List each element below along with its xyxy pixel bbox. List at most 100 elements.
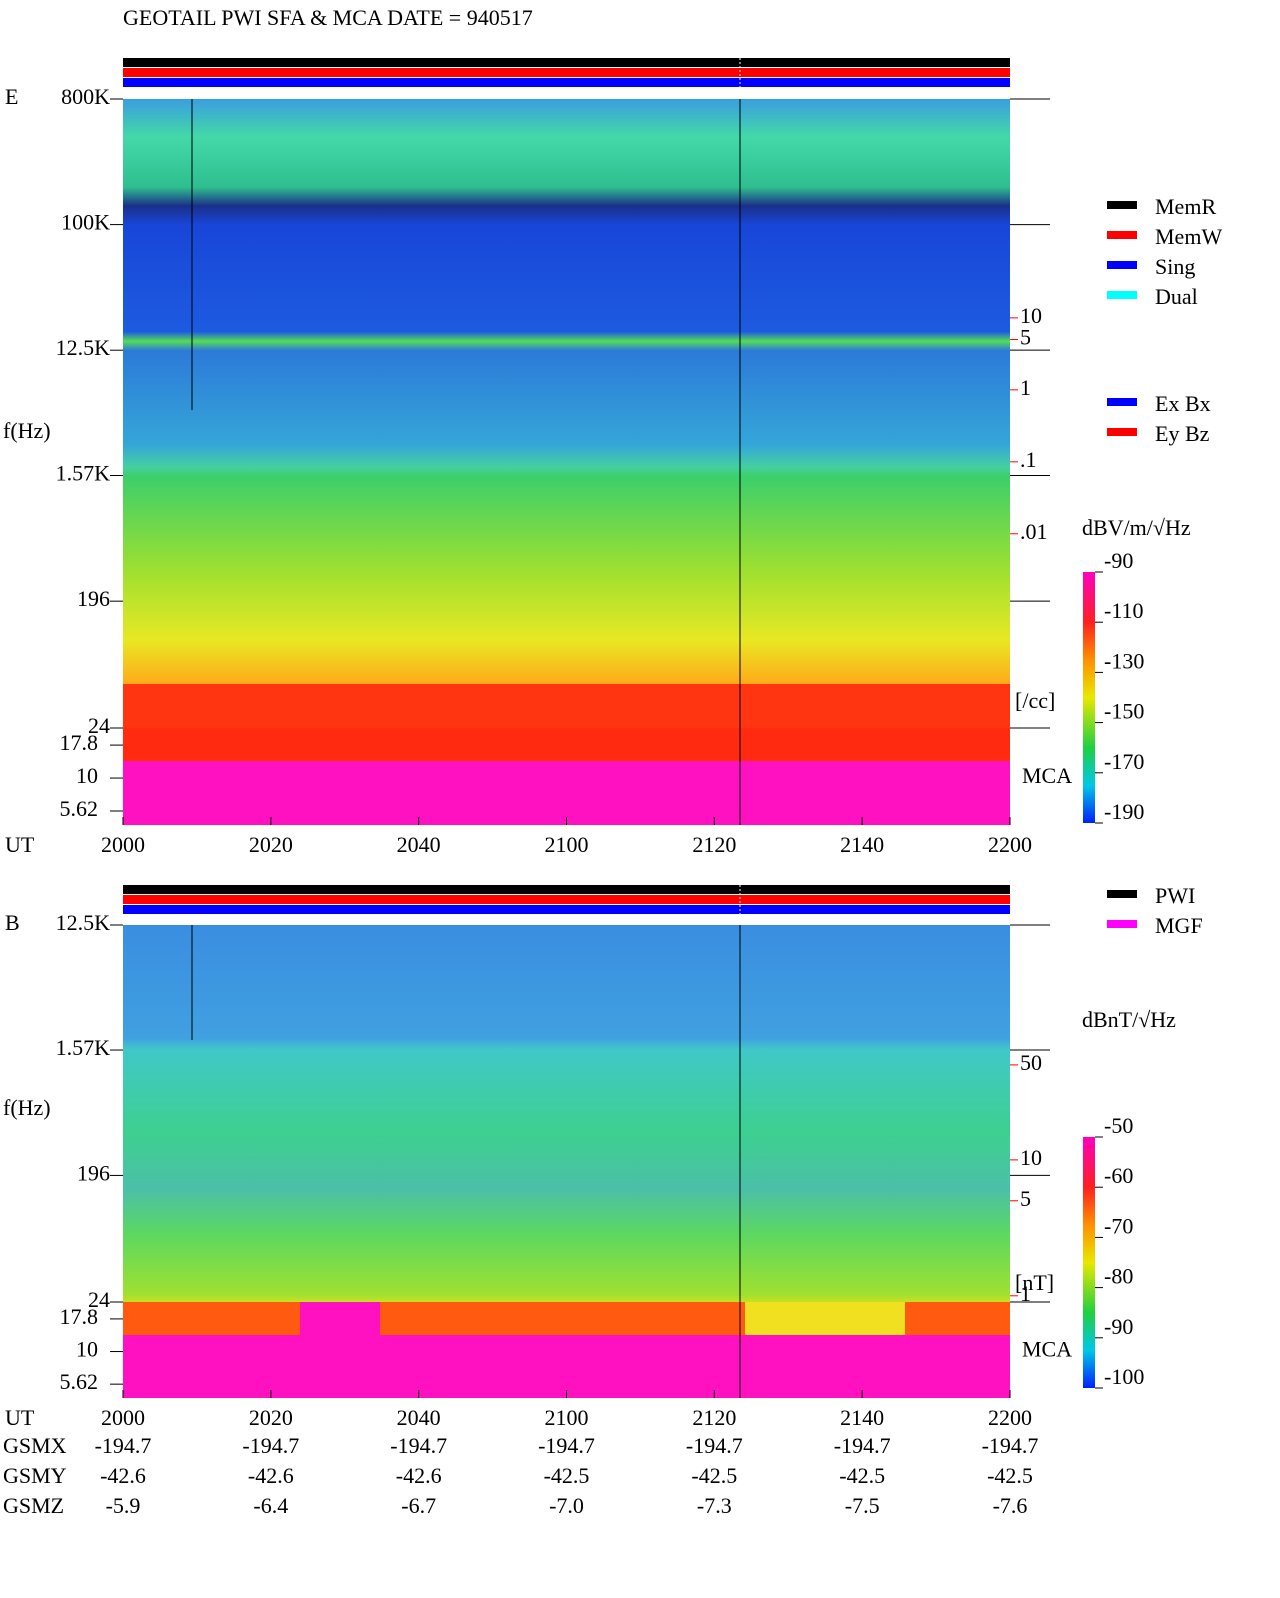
x-tick-label: 2100 — [545, 832, 589, 857]
x-tick-label: 2200 — [988, 832, 1032, 857]
status-bar — [123, 78, 1010, 87]
x-tick-label: 2020 — [249, 832, 293, 857]
spectrogram-b — [123, 925, 1010, 1302]
orbit-value: -42.5 — [839, 1463, 885, 1488]
orbit-row-label: GSMY — [3, 1463, 67, 1488]
legend-swatch — [1107, 428, 1137, 436]
orbit-value: -42.5 — [544, 1463, 590, 1488]
orbit-value: -194.7 — [834, 1433, 891, 1458]
y-tick-label: 196 — [77, 1160, 110, 1185]
mca-tick-label: 17.8 — [60, 1304, 99, 1329]
colorbar-tick-label: -170 — [1104, 749, 1144, 774]
mca-b-low — [123, 1335, 1010, 1398]
orbit-value: -42.6 — [248, 1463, 294, 1488]
orbit-value: -194.7 — [242, 1433, 299, 1458]
orbit-value: -5.9 — [106, 1493, 141, 1518]
y2-tick-label: 1 — [1020, 1281, 1031, 1306]
y2-tick-label: .1 — [1020, 447, 1037, 472]
legend-label: Ex Bx — [1155, 391, 1211, 416]
legend-swatch — [1107, 291, 1137, 299]
x-tick-label: 2020 — [249, 1405, 293, 1430]
x-tick-label: 2000 — [101, 1405, 145, 1430]
y2-tick-label: 10 — [1020, 303, 1042, 328]
x-tick-label: 2200 — [988, 1405, 1032, 1430]
orbit-value: -7.5 — [845, 1493, 880, 1518]
x-tick-label: 2040 — [397, 1405, 441, 1430]
colorbar-tick-label: -150 — [1104, 699, 1144, 724]
legend-swatch — [1107, 920, 1137, 928]
orbit-value: -42.6 — [100, 1463, 146, 1488]
spectrogram-e — [123, 99, 1010, 728]
colorbar-label: dBnT/√Hz — [1082, 1007, 1176, 1032]
legend-label: PWI — [1155, 883, 1195, 908]
colorbar-tick-label: -90 — [1104, 1314, 1133, 1339]
orbit-value: -194.7 — [95, 1433, 152, 1458]
colorbar — [1083, 572, 1095, 823]
x-tick-label: 2040 — [397, 832, 441, 857]
orbit-row-label: GSMZ — [3, 1493, 64, 1518]
y2-axis-label: [nT] — [1015, 1270, 1054, 1295]
legend-swatch — [1107, 261, 1137, 269]
status-bar — [123, 895, 1010, 904]
colorbar-tick-label: -90 — [1104, 548, 1133, 573]
x-tick-label: 2000 — [101, 832, 145, 857]
colorbar-tick-label: -100 — [1104, 1364, 1144, 1389]
orbit-value: -194.7 — [538, 1433, 595, 1458]
x-tick-label: 2140 — [840, 832, 884, 857]
colorbar-tick-label: -130 — [1104, 648, 1144, 673]
x-tick-label: 2100 — [545, 1405, 589, 1430]
mca-label: MCA — [1022, 1337, 1072, 1362]
y2-axis-label: [/cc] — [1015, 688, 1055, 713]
mca-e-low — [123, 761, 1010, 825]
colorbar-tick-label: -60 — [1104, 1163, 1133, 1188]
orbit-value: -42.5 — [987, 1463, 1033, 1488]
y2-tick-label: 1 — [1020, 375, 1031, 400]
legend-label: MGF — [1155, 913, 1203, 938]
legend-label: Ey Bz — [1155, 421, 1210, 446]
y-tick-label: 12.5K — [56, 910, 111, 935]
y2-tick-label: 5 — [1020, 1186, 1031, 1211]
y2-tick-label: 10 — [1020, 1145, 1042, 1170]
orbit-value: -7.6 — [993, 1493, 1028, 1518]
x-tick-label: 2120 — [692, 1405, 736, 1430]
y-tick-label: 24 — [88, 713, 110, 738]
y-axis-label: f(Hz) — [3, 1095, 51, 1120]
legend-label: Sing — [1155, 254, 1195, 279]
mca-e-high — [123, 728, 1010, 761]
orbit-row-label: GSMX — [3, 1433, 67, 1458]
mca-b-patch — [745, 1302, 905, 1335]
y-axis-label: f(Hz) — [3, 418, 51, 443]
y2-tick-label: 50 — [1020, 1050, 1042, 1075]
colorbar-tick-label: -190 — [1104, 799, 1144, 824]
legend-swatch — [1107, 890, 1137, 898]
orbit-value: -42.5 — [691, 1463, 737, 1488]
orbit-value: -7.3 — [697, 1493, 732, 1518]
colorbar — [1083, 1137, 1095, 1388]
y-tick-label: 100K — [61, 210, 110, 235]
legend-label: Dual — [1155, 284, 1198, 309]
orbit-value: -194.7 — [982, 1433, 1039, 1458]
y-tick-label: 24 — [88, 1287, 110, 1312]
mca-tick-label: 10 — [76, 763, 98, 788]
y-tick-label: 12.5K — [56, 335, 111, 360]
x-axis-label: UT — [5, 1405, 35, 1430]
legend-swatch — [1107, 398, 1137, 406]
colorbar-tick-label: -50 — [1104, 1113, 1133, 1138]
colorbar-tick-label: -110 — [1104, 598, 1144, 623]
y-tick-label: 1.57K — [56, 461, 111, 486]
status-bar — [123, 68, 1010, 77]
panel-label: E — [5, 84, 18, 109]
orbit-value: -194.7 — [390, 1433, 447, 1458]
mca-tick-label: 5.62 — [60, 1369, 99, 1394]
colorbar-tick-label: -80 — [1104, 1264, 1133, 1289]
x-tick-label: 2140 — [840, 1405, 884, 1430]
y-tick-label: 800K — [61, 84, 110, 109]
y2-tick-label: .01 — [1020, 519, 1048, 544]
x-axis-label: UT — [5, 832, 35, 857]
y2-tick-label: 5 — [1020, 325, 1031, 350]
legend-label: MemR — [1155, 194, 1216, 219]
orbit-value: -194.7 — [686, 1433, 743, 1458]
mca-tick-label: 10 — [76, 1337, 98, 1362]
legend-swatch — [1107, 201, 1137, 209]
